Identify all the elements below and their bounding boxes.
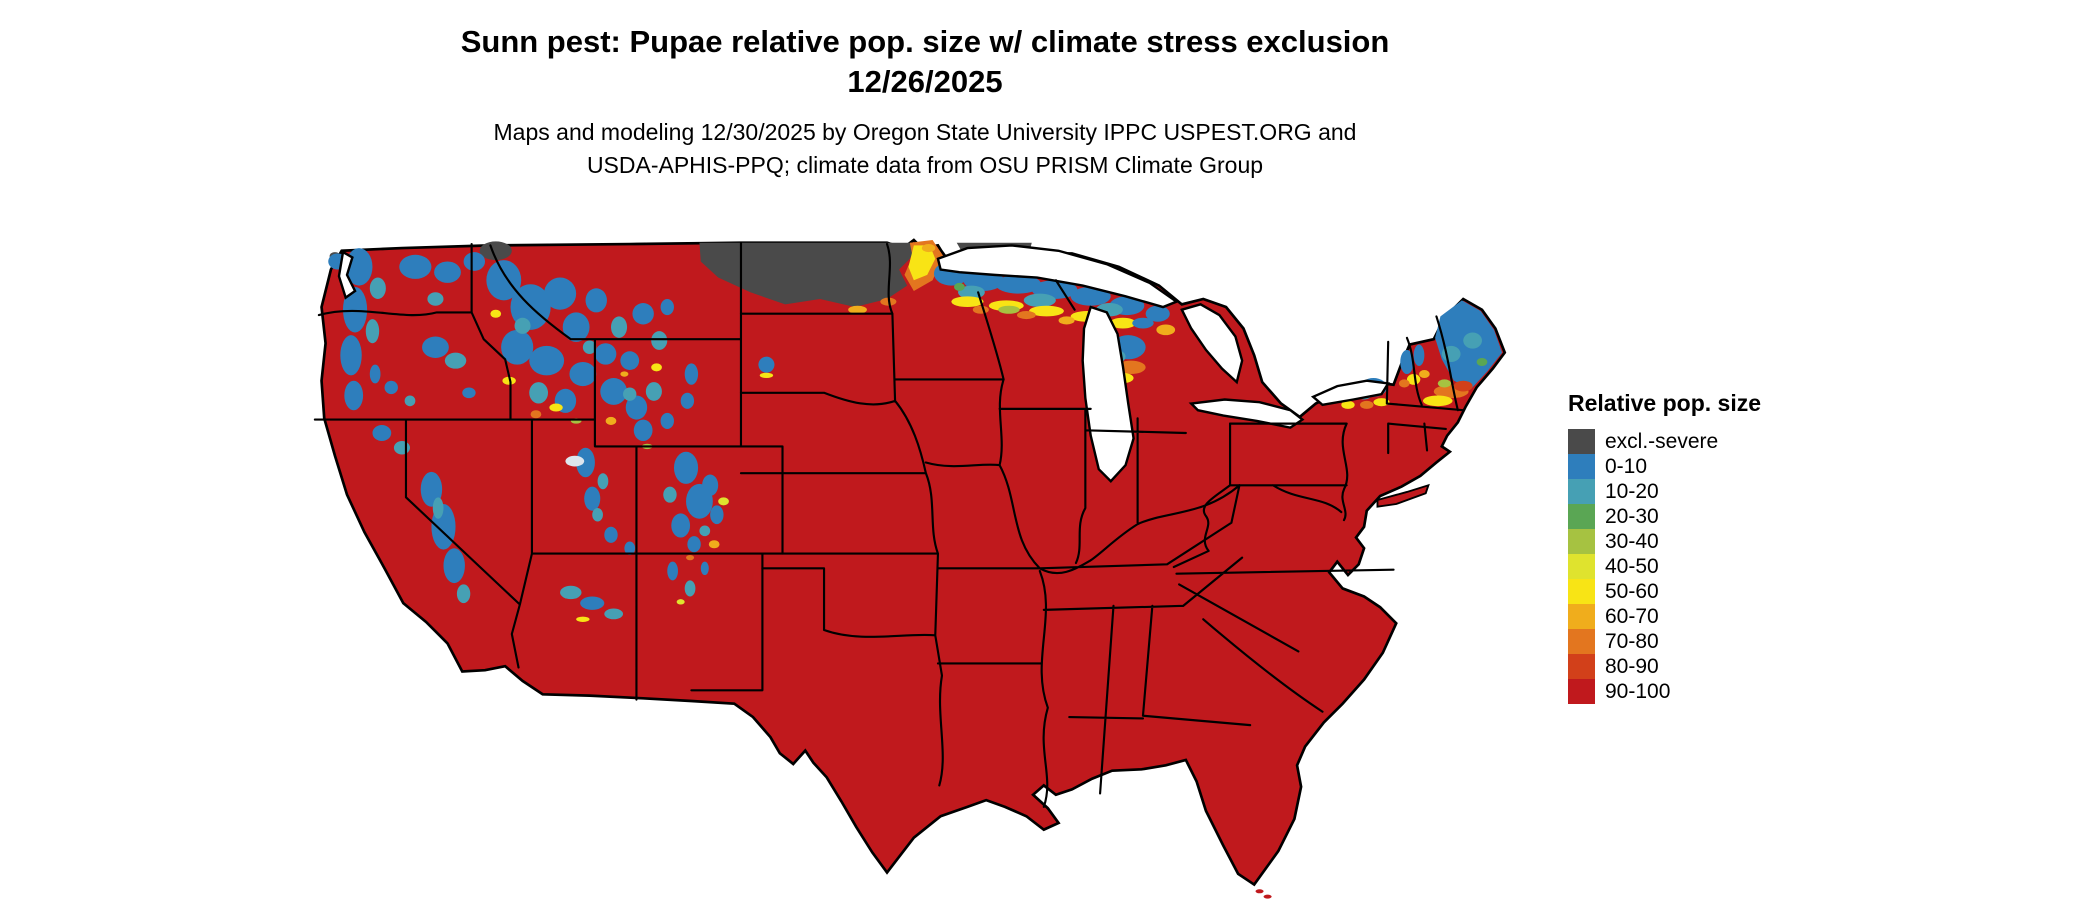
- legend-item: 60-70: [1568, 604, 1761, 629]
- long-island: [1376, 483, 1430, 508]
- legend-item: 90-100: [1568, 679, 1761, 704]
- legend-swatch: [1568, 529, 1595, 554]
- legend-item-label: 30-40: [1605, 530, 1659, 553]
- legend-swatch: [1568, 429, 1595, 454]
- map-subtitle: Maps and modeling 12/30/2025 by Oregon S…: [0, 116, 1850, 182]
- us-choropleth-map: [313, 238, 1507, 899]
- legend-item-label: 20-30: [1605, 505, 1659, 528]
- legend-swatch: [1568, 654, 1595, 679]
- legend-item: 50-60: [1568, 579, 1761, 604]
- map-title-line1: Sunn pest: Pupae relative pop. size w/ c…: [460, 24, 1390, 59]
- legend-swatch: [1568, 554, 1595, 579]
- legend-swatch: [1568, 504, 1595, 529]
- map-subtitle-line1: Maps and modeling 12/30/2025 by Oregon S…: [493, 119, 1357, 145]
- legend-item: 70-80: [1568, 629, 1761, 654]
- map-header: Sunn pest: Pupae relative pop. size w/ c…: [0, 22, 1850, 182]
- legend-items: excl.-severe 0-10 10-20 20-30 30-40 40-50 50-6…: [1568, 429, 1761, 704]
- legend-item: 30-40: [1568, 529, 1761, 554]
- legend-item-label: excl.-severe: [1605, 430, 1719, 453]
- legend-item: 80-90: [1568, 654, 1761, 679]
- legend-item-label: 0-10: [1605, 455, 1648, 478]
- climate-overlay-northeast: [1341, 300, 1503, 409]
- legend-item: 20-30: [1568, 504, 1761, 529]
- legend-item-label: 80-90: [1605, 655, 1659, 678]
- legend-item: 0-10: [1568, 454, 1761, 479]
- map-legend: Relative pop. size excl.-severe 0-10 10-20…: [1568, 390, 1761, 704]
- legend-item-label: 90-100: [1605, 680, 1671, 703]
- legend-title: Relative pop. size: [1568, 390, 1762, 416]
- map-subtitle-line2: USDA-APHIS-PPQ; climate data from OSU PR…: [586, 152, 1264, 178]
- legend-item-label: 40-50: [1605, 555, 1659, 578]
- legend-swatch: [1568, 679, 1595, 704]
- florida-keys: [1255, 889, 1272, 899]
- map-landmass: [320, 238, 1507, 887]
- legend-swatch: [1568, 479, 1595, 504]
- legend-swatch: [1568, 604, 1595, 629]
- legend-swatch: [1568, 454, 1595, 479]
- climate-overlay-west-mountains: [328, 248, 775, 622]
- legend-item-label: 70-80: [1605, 630, 1659, 653]
- legend-item: 40-50: [1568, 554, 1761, 579]
- legend-swatch: [1568, 629, 1595, 654]
- legend-item-label: 10-20: [1605, 480, 1659, 503]
- great-salt-lake: [565, 455, 585, 467]
- legend-item: 10-20: [1568, 479, 1761, 504]
- map-title-date: 12/26/2025: [847, 64, 1003, 99]
- state-borders: [313, 241, 1465, 808]
- us-map: [308, 232, 1521, 902]
- legend-item-label: 50-60: [1605, 580, 1659, 603]
- puget-sound: [337, 250, 357, 300]
- legend-item: excl.-severe: [1568, 429, 1761, 454]
- legend-swatch: [1568, 579, 1595, 604]
- climate-overlay-fringe: [848, 240, 1042, 314]
- legend-item-label: 60-70: [1605, 605, 1659, 628]
